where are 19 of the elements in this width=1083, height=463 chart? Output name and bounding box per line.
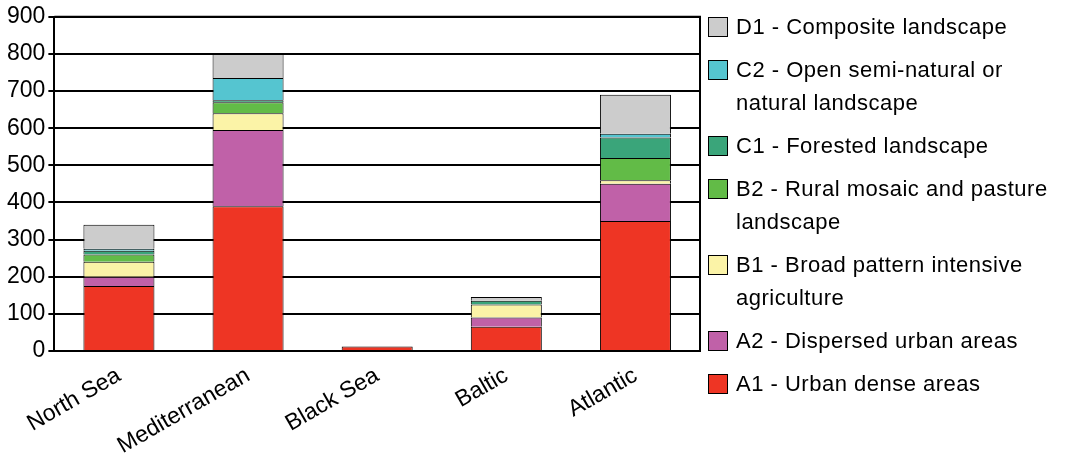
legend-label: B1 - Broad pattern intensive agriculture (736, 251, 1024, 312)
y-tick-label: 100 (7, 299, 46, 326)
y-tick-label: 700 (7, 76, 46, 103)
y-tick-label: 800 (7, 39, 46, 66)
x-tick-label: Baltic (450, 361, 512, 412)
legend-label: A1 - Urban dense areas (736, 370, 981, 398)
y-tick-label: 0 (32, 336, 46, 363)
y-tick-label: 200 (7, 262, 46, 289)
legend-label: D1 - Composite landscape (736, 13, 1008, 41)
y-tick-label: 900 (7, 2, 46, 29)
legend-label: C2 - Open semi-natural or natural landscape (736, 56, 1004, 117)
y-tick-label: 500 (7, 150, 46, 177)
x-tick-label: Black Sea (280, 361, 384, 436)
legend-label: B2 - Rural mosaic and pasture landscape (736, 175, 1048, 236)
y-tick-label: 600 (7, 113, 46, 140)
y-tick-label: 400 (7, 187, 46, 214)
legend-label: A2 - Dispersed urban areas (736, 327, 1019, 355)
y-tick-label: 300 (7, 224, 46, 251)
legend-label: C1 - Forested landscape (736, 132, 989, 160)
